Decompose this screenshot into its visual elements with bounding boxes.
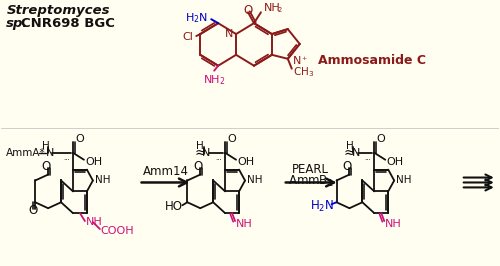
Text: $_2$: $_2$: [277, 5, 282, 15]
Text: O: O: [376, 134, 385, 144]
Text: Ammosamide C: Ammosamide C: [318, 54, 426, 67]
Text: OH: OH: [237, 157, 254, 167]
Text: NH: NH: [86, 217, 102, 227]
Text: O: O: [244, 4, 252, 17]
Text: ...: ...: [64, 155, 70, 161]
Text: OH: OH: [85, 157, 102, 167]
Text: N: N: [46, 148, 54, 158]
Text: O: O: [343, 160, 352, 173]
Text: NH: NH: [385, 219, 402, 229]
Text: O: O: [75, 134, 84, 144]
Text: AmmB$_1$: AmmB$_1$: [288, 174, 334, 189]
Text: CNR698 BGC: CNR698 BGC: [22, 17, 115, 30]
Text: ≈: ≈: [344, 146, 355, 160]
Text: $^+$: $^+$: [300, 56, 308, 65]
Text: O: O: [28, 204, 38, 217]
Text: N: N: [293, 56, 301, 66]
Text: NH: NH: [247, 176, 262, 185]
Text: H: H: [346, 141, 354, 151]
Text: O: O: [42, 160, 51, 173]
Text: NH: NH: [264, 3, 280, 13]
Text: ...: ...: [216, 155, 222, 161]
Text: ...: ...: [364, 155, 372, 161]
Text: O: O: [227, 134, 236, 144]
Text: Streptomyces: Streptomyces: [6, 4, 110, 17]
Text: ≈: ≈: [194, 146, 206, 160]
Text: OH: OH: [386, 157, 404, 167]
Text: CH$_3$: CH$_3$: [293, 65, 314, 78]
Text: N: N: [202, 148, 210, 158]
Text: H$_2$N: H$_2$N: [186, 11, 208, 25]
Text: O: O: [194, 160, 203, 173]
Text: AmmA*: AmmA*: [6, 148, 46, 158]
Text: Cl: Cl: [182, 32, 194, 42]
Text: NH: NH: [236, 219, 253, 229]
Text: HO: HO: [166, 200, 184, 213]
Text: Amm14: Amm14: [142, 165, 188, 178]
Text: NH$_2$: NH$_2$: [203, 74, 226, 88]
Text: NH: NH: [95, 176, 110, 185]
Text: NH: NH: [396, 176, 411, 185]
Text: H: H: [42, 141, 50, 151]
Text: N: N: [352, 148, 360, 158]
Text: COOH: COOH: [101, 226, 134, 236]
Text: N: N: [224, 29, 233, 39]
Text: PEARL: PEARL: [292, 163, 329, 176]
Text: sp.: sp.: [6, 17, 29, 30]
Text: H$_2$N: H$_2$N: [310, 199, 334, 214]
Text: H: H: [196, 141, 204, 151]
